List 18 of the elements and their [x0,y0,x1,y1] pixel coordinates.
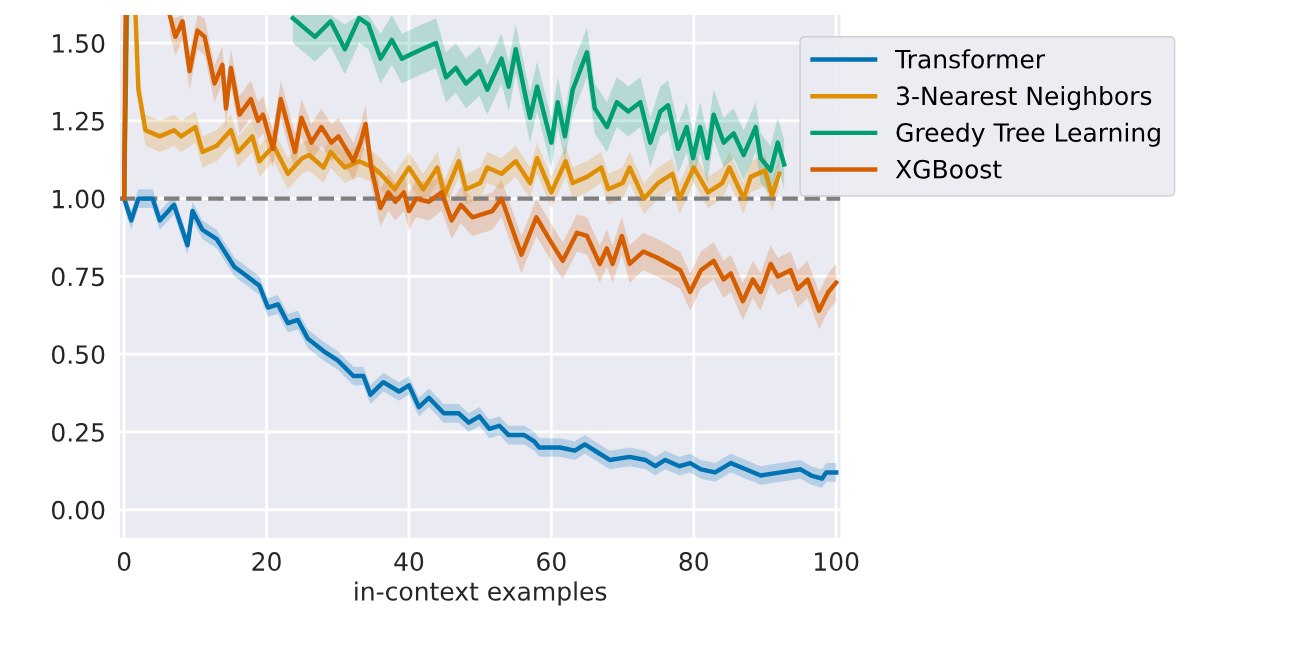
legend-label: Transformer [895,49,1046,69]
x-tick-label: 20 [252,552,281,571]
x-tick-label: 100 [815,552,859,571]
y-tick-label: 1.50 [53,34,105,53]
legend-label: XGBoost [895,159,1002,179]
legend-label: Greedy Tree Learning [896,122,1160,147]
y-tick-label: 0.00 [51,500,105,520]
x-tick-label: 0 [117,552,131,571]
x-tick-label: 60 [537,552,566,571]
legend-label: 3-Nearest Neighbors [896,85,1152,111]
y-tick-label: 0.75 [51,267,104,287]
y-tick-label: 0.50 [51,345,105,365]
x-tick-label: 40 [394,552,424,571]
y-tick-label: 1.25 [53,111,104,131]
y-tick-label: 0.25 [51,422,104,442]
x-axis-title: in-context examples [355,581,607,606]
x-tick-label: 80 [679,552,708,571]
y-tick-label: 1.00 [53,189,105,209]
